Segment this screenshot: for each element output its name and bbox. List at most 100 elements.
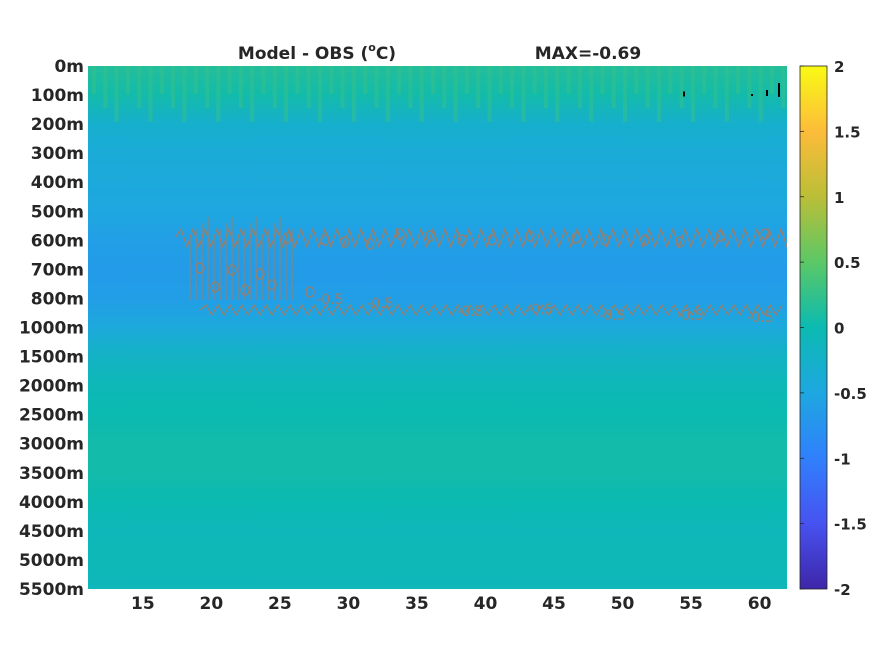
y-tick-label: 1500m (19, 348, 84, 368)
contour-loop (425, 230, 435, 242)
surface-stripe (611, 66, 616, 108)
surface-stripe (125, 66, 130, 94)
surface-stripe (431, 66, 435, 94)
contour-loop (715, 230, 725, 242)
surface-stripe (205, 66, 209, 108)
surface-stripe (272, 66, 277, 108)
y-tick-label: 5500m (19, 580, 84, 600)
plot-background (88, 66, 787, 589)
contour-label: -0.5 (676, 308, 703, 324)
y-tick-label: 1000m (19, 319, 84, 339)
contour-loop (282, 232, 292, 244)
surface-stripe (159, 66, 164, 94)
y-tick-label: 600m (31, 231, 84, 251)
surface-stripe (600, 66, 605, 94)
surface-stripe (702, 66, 707, 94)
surface-stripes (92, 66, 786, 122)
max-contour-mark (683, 91, 685, 97)
surface-stripe (261, 66, 266, 94)
surface-stripe (397, 66, 402, 94)
surface-stripe (634, 66, 639, 94)
x-axis-ticks: 15 20 25 30 35 40 45 50 55 60 (131, 594, 772, 614)
surface-stripe (148, 66, 153, 122)
y-axis-ticks: 0m 100m 200m 300m 400m 500m 600m 700m 800m 1000m 1… (19, 57, 84, 600)
colorbar-tick-label: -2 (834, 581, 851, 599)
surface-stripe (284, 66, 289, 122)
colorbar (799, 65, 828, 590)
contour-loop (487, 234, 497, 246)
surface-stripe (171, 66, 176, 108)
surface-stripe (250, 66, 255, 122)
surface-stripe (544, 66, 548, 108)
x-tick-label: 50 (611, 594, 635, 614)
surface-stripe (713, 66, 718, 108)
max-contour-mark (751, 94, 753, 96)
y-tick-label: 200m (31, 115, 84, 135)
y-tick-label: 2000m (19, 377, 84, 397)
surface-stripe (351, 66, 356, 122)
x-tick-label: 25 (268, 594, 292, 614)
contour-label: -0.5 (456, 304, 483, 320)
y-tick-label: 2500m (19, 406, 84, 426)
max-label: MAX=-0.69 (535, 44, 641, 64)
y-tick-label: 400m (31, 173, 84, 193)
contour-loop (365, 238, 375, 250)
surface-stripe (419, 66, 424, 122)
y-tick-label: 5000m (19, 551, 84, 571)
contour-label: -0.5 (316, 292, 343, 308)
surface-stripe (216, 66, 221, 122)
surface-stripe (657, 66, 661, 122)
contour-loop (240, 284, 250, 296)
contour-loop (320, 234, 330, 246)
surface-stripe (747, 66, 752, 108)
colorbar-ticks: 2 1.5 1 0.5 0 -0.5 -1 -1.5 -2 (800, 58, 867, 599)
y-tick-label: 300m (31, 144, 84, 164)
max-contour-mark (766, 90, 768, 96)
contour-loop (640, 234, 650, 246)
surface-stripe (363, 66, 368, 94)
surface-stripe (521, 66, 526, 122)
surface-stripe (329, 66, 334, 94)
x-tick-label: 20 (200, 594, 224, 614)
x-tick-label: 30 (337, 594, 361, 614)
contour-loop (675, 236, 685, 248)
contour-loop (395, 228, 405, 240)
x-tick-label: 60 (748, 594, 772, 614)
surface-stripe (306, 66, 311, 108)
contour-label: -0.5 (746, 310, 773, 326)
surface-stripe (532, 66, 537, 94)
contour-loop (457, 234, 467, 246)
colorbar-tick-label: -0.5 (834, 385, 867, 403)
surface-stripe (318, 66, 322, 122)
y-tick-label: 800m (31, 289, 84, 309)
surface-stripe (498, 66, 503, 94)
max-contour-mark (778, 83, 780, 97)
y-tick-label: 4500m (19, 522, 84, 542)
colorbar-tick-label: 0.5 (834, 254, 861, 272)
surface-stripe (679, 66, 684, 108)
colorbar-tick-label: -1.5 (834, 516, 867, 534)
colorbar-tick-label: 0 (834, 320, 844, 338)
surface-stripe (555, 66, 560, 122)
surface-stripe (476, 66, 481, 108)
y-tick-label: 500m (31, 202, 84, 222)
contour-loop (195, 262, 205, 274)
surface-stripe (114, 66, 119, 122)
surface-stripe (227, 66, 232, 94)
surface-stripe (295, 66, 300, 94)
surface-stripe (193, 66, 198, 94)
y-tick-label: 700m (31, 260, 84, 280)
surface-stripe (137, 66, 142, 108)
x-tick-label: 35 (405, 594, 429, 614)
surface-stripe (238, 66, 243, 108)
surface-stripe (487, 66, 492, 122)
surface-stripe (408, 66, 413, 108)
contour-loop (760, 228, 770, 240)
surface-stripe (724, 66, 729, 122)
chart-title: Model - OBS (oC) (238, 41, 396, 64)
y-tick-label: 4000m (19, 493, 84, 513)
surface-stripe (182, 66, 187, 122)
y-tick-label: 100m (31, 86, 84, 106)
contour-loop (340, 236, 350, 248)
